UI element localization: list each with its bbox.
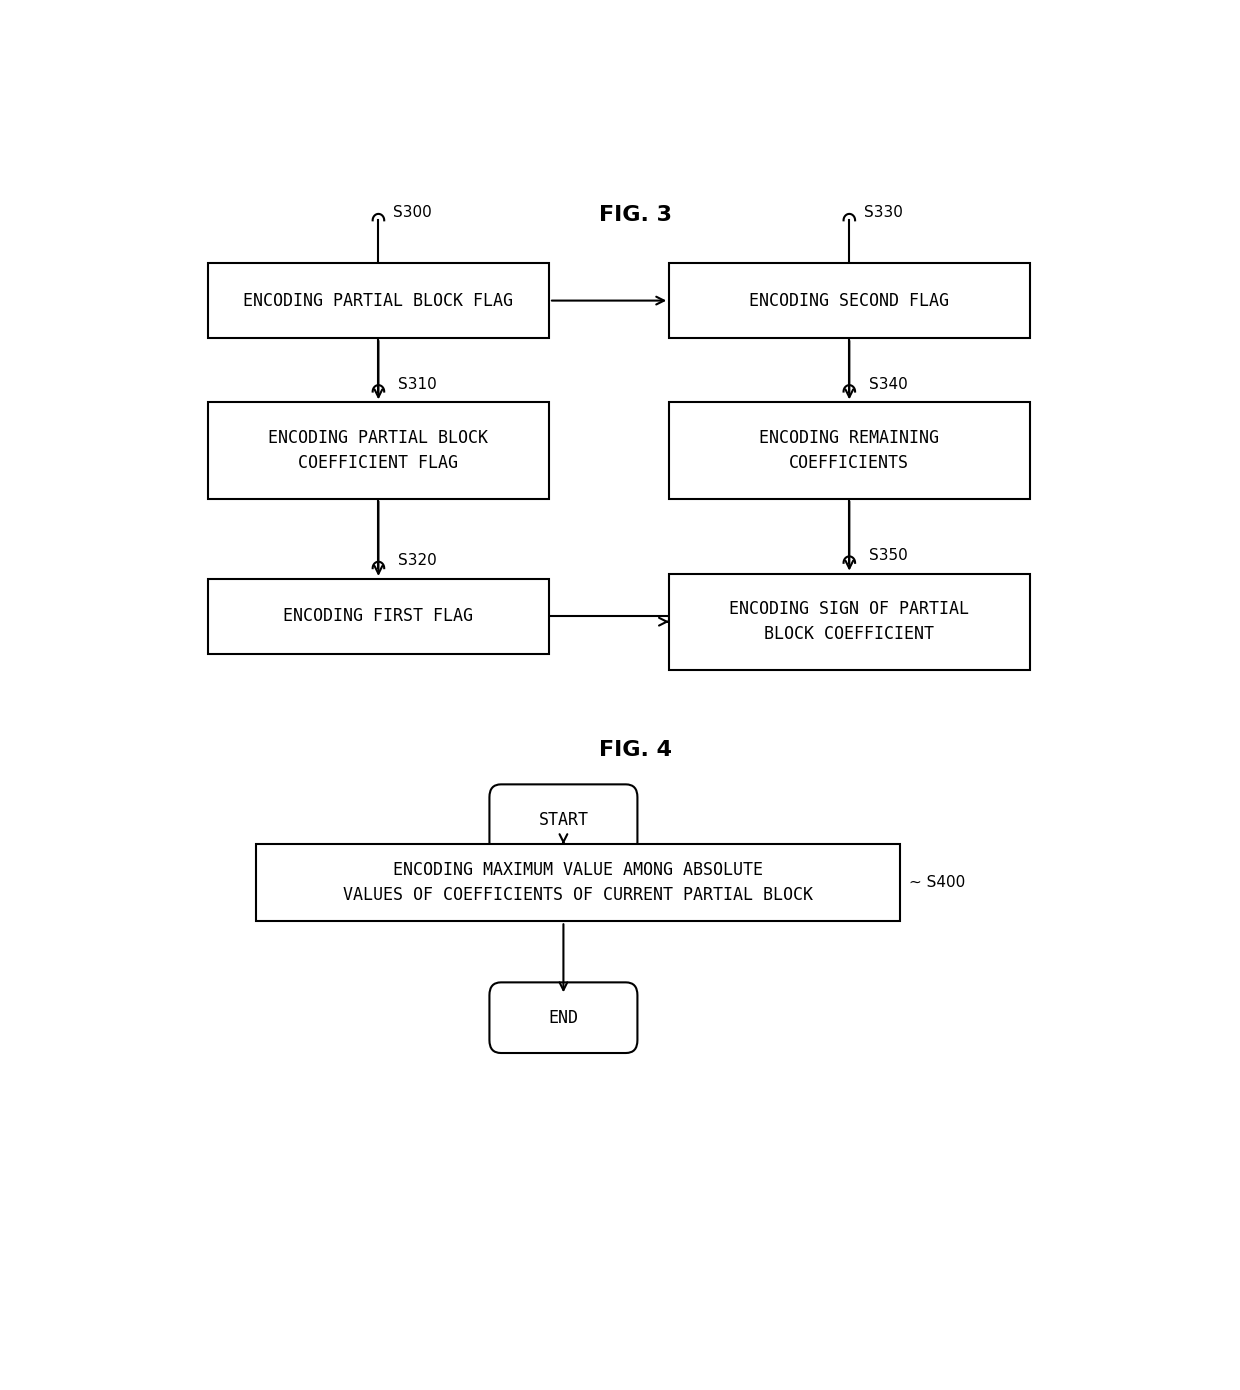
- Text: ENCODING SIGN OF PARTIAL
BLOCK COEFFICIENT: ENCODING SIGN OF PARTIAL BLOCK COEFFICIE…: [729, 600, 970, 644]
- Text: S350: S350: [868, 548, 908, 563]
- Text: ENCODING SECOND FLAG: ENCODING SECOND FLAG: [749, 292, 950, 310]
- Text: ENCODING REMAINING
COEFFICIENTS: ENCODING REMAINING COEFFICIENTS: [759, 430, 940, 473]
- FancyBboxPatch shape: [670, 263, 1029, 338]
- FancyBboxPatch shape: [670, 574, 1029, 670]
- Text: S330: S330: [864, 206, 903, 221]
- Text: S310: S310: [398, 377, 436, 392]
- FancyBboxPatch shape: [670, 402, 1029, 499]
- Text: S340: S340: [868, 377, 908, 392]
- Text: ∼ S400: ∼ S400: [909, 876, 966, 891]
- Text: ENCODING MAXIMUM VALUE AMONG ABSOLUTE
VALUES OF COEFFICIENTS OF CURRENT PARTIAL : ENCODING MAXIMUM VALUE AMONG ABSOLUTE VA…: [342, 862, 813, 905]
- FancyBboxPatch shape: [255, 844, 900, 922]
- Text: S320: S320: [398, 553, 436, 569]
- Text: FIG. 3: FIG. 3: [599, 204, 672, 225]
- FancyBboxPatch shape: [208, 263, 549, 338]
- FancyBboxPatch shape: [490, 784, 637, 855]
- Text: ENCODING PARTIAL BLOCK
COEFFICIENT FLAG: ENCODING PARTIAL BLOCK COEFFICIENT FLAG: [268, 430, 489, 473]
- FancyBboxPatch shape: [490, 983, 637, 1054]
- Text: END: END: [548, 1009, 578, 1027]
- Text: S300: S300: [393, 206, 432, 221]
- Text: ENCODING PARTIAL BLOCK FLAG: ENCODING PARTIAL BLOCK FLAG: [243, 292, 513, 310]
- Text: FIG. 4: FIG. 4: [599, 739, 672, 760]
- Text: START: START: [538, 810, 589, 828]
- FancyBboxPatch shape: [208, 402, 549, 499]
- FancyBboxPatch shape: [208, 578, 549, 653]
- Text: ENCODING FIRST FLAG: ENCODING FIRST FLAG: [284, 607, 474, 626]
